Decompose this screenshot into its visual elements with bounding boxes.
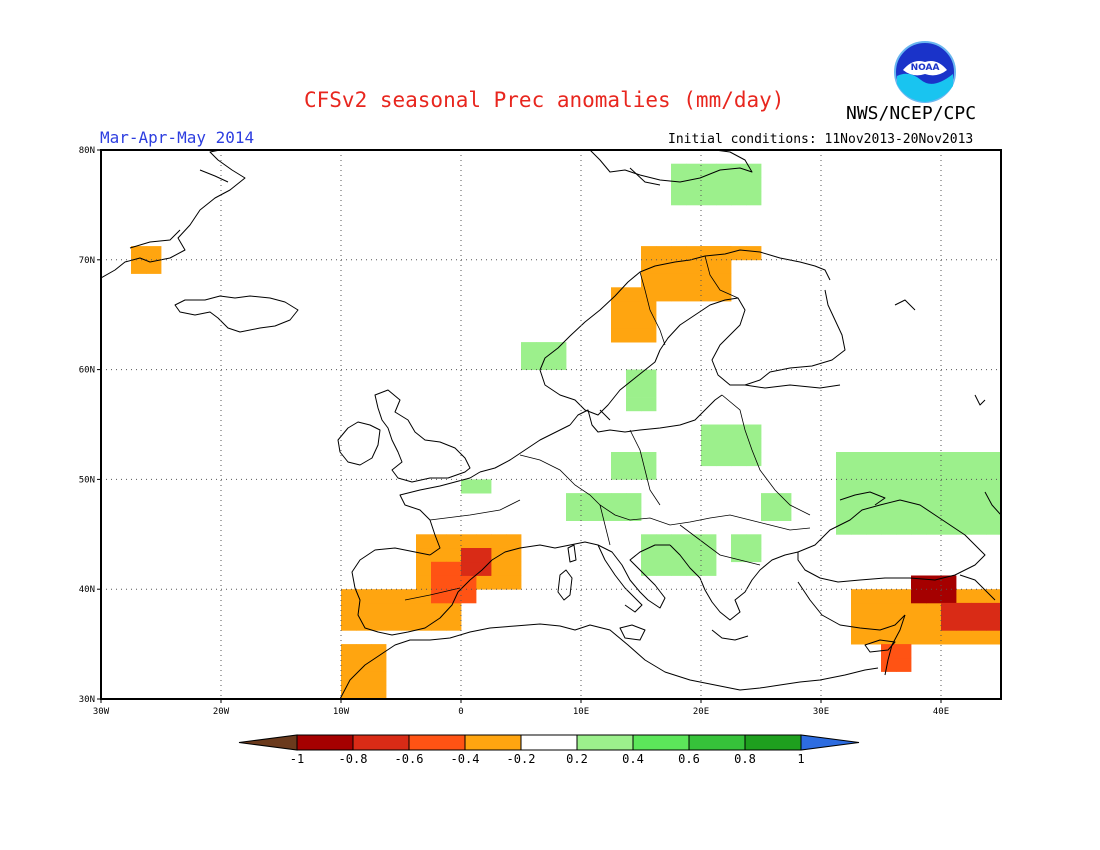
colorbar-box <box>576 734 634 751</box>
anomaly-region <box>641 246 732 302</box>
colorbar-box <box>688 734 746 751</box>
lat-tick-label: 80N <box>79 146 95 156</box>
anomaly-region <box>341 644 387 699</box>
anomaly-region <box>881 644 912 672</box>
anomaly-region <box>461 548 492 576</box>
anomaly-region <box>671 163 762 206</box>
colorbar-box <box>408 734 466 751</box>
anomaly-cells <box>131 163 1001 699</box>
map-axes: 30N 40N 50N 60N 70N 80N 30W 20W 10W 0 10E 20E 30E 40E <box>79 146 949 717</box>
lon-tick-label: 20W <box>213 707 230 717</box>
coastlines <box>101 150 1001 699</box>
anomaly-region <box>611 452 657 480</box>
anomaly-region <box>731 534 762 563</box>
colorbar: -1 -0.8 -0.6 -0.4 -0.2 0.2 0.4 0.6 0.8 1 <box>238 734 860 766</box>
initial-conditions-label: Initial conditions: 11Nov2013-20Nov2013 <box>668 132 974 147</box>
anomaly-region <box>836 452 1001 535</box>
anomaly-region <box>611 287 657 343</box>
lon-tick-label: 0 <box>458 707 463 717</box>
noaa-logo: NOAA <box>894 41 956 103</box>
country-borders <box>404 255 811 601</box>
lat-tick-label: 40N <box>79 585 95 595</box>
colorbar-tick-label: 0.2 <box>566 752 588 766</box>
anomaly-region <box>641 534 717 576</box>
logo-text: NOAA <box>911 63 940 73</box>
graticule <box>101 150 1001 699</box>
colorbar-tick-label: -0.8 <box>339 752 368 766</box>
lat-tick-label: 50N <box>79 475 95 485</box>
lon-tick-label: 10E <box>573 707 589 717</box>
lon-tick-label: 20E <box>693 707 709 717</box>
anomaly-region <box>941 602 1001 631</box>
anomaly-region <box>461 479 492 494</box>
lat-tick-label: 60N <box>79 366 95 376</box>
colorbar-tick-label: 1 <box>797 752 804 766</box>
colorbar-box <box>632 734 690 751</box>
organization-label: NWS/NCEP/CPC <box>846 103 977 124</box>
lon-tick-label: 30E <box>813 707 829 717</box>
anomaly-region <box>701 424 762 467</box>
colorbar-box <box>352 734 410 751</box>
map-frame <box>100 149 1002 700</box>
colorbar-tick-label: 0.4 <box>622 752 644 766</box>
colorbar-box <box>744 734 802 751</box>
colorbar-box <box>520 734 578 751</box>
anomaly-region <box>761 493 792 521</box>
season-label: Mar-Apr-May 2014 <box>100 128 255 147</box>
colorbar-box <box>464 734 522 751</box>
colorbar-tick-label: -0.4 <box>451 752 480 766</box>
colorbar-tick-label: 0.6 <box>678 752 700 766</box>
colorbar-box <box>296 734 354 751</box>
anomaly-region <box>131 246 162 274</box>
lon-tick-label: 40E <box>933 707 949 717</box>
lat-tick-label: 30N <box>79 695 95 705</box>
colorbar-low-arrow <box>238 734 298 751</box>
colorbar-tick-label: 0.8 <box>734 752 756 766</box>
anomaly-region <box>701 246 762 261</box>
anomaly-region <box>521 342 567 370</box>
lon-tick-label: 30W <box>93 707 110 717</box>
colorbar-tick-label: -1 <box>290 752 304 766</box>
chart-title: CFSv2 seasonal Prec anomalies (mm/day) <box>304 88 785 112</box>
colorbar-high-arrow <box>800 734 860 751</box>
lon-tick-label: 10W <box>333 707 350 717</box>
colorbar-tick-label: -0.6 <box>395 752 424 766</box>
lat-tick-label: 70N <box>79 256 95 266</box>
anomaly-region <box>626 369 657 412</box>
colorbar-tick-label: -0.2 <box>507 752 536 766</box>
